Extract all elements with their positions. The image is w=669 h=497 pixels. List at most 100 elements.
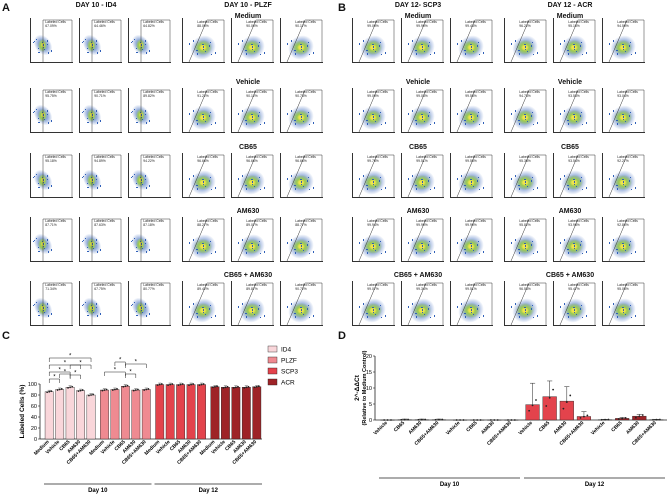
event-dot [430,188,432,190]
event-dot [635,122,637,124]
event-dot [215,187,217,189]
event-dot [141,119,143,121]
flow-plot: Labeled Cells 95.05% [602,281,645,326]
event-dot [202,43,204,45]
event-dot [586,52,588,54]
event-dot [36,109,38,111]
replicate-point [489,419,492,421]
event-dot [510,306,512,308]
event-dot [85,238,87,240]
flow-plot: Labeled Cells 89.87% [231,281,274,326]
event-dot [237,113,239,115]
event-dot [136,121,138,123]
event-dot [87,51,89,53]
event-dot [131,42,133,44]
event-dot [196,53,198,55]
gate-percentage: 67.75% [94,287,106,292]
event-dot [586,121,588,123]
event-dot [209,241,211,243]
replicate-point [513,419,516,421]
event-dot [145,175,147,177]
event-dot [36,38,38,40]
event-dot [532,124,534,126]
event-dot [471,184,473,186]
event-dot [363,175,365,177]
gate-label: Labeled Cells 99.51% [416,155,437,163]
category-label: CB65 [393,420,406,433]
cell-population [417,242,427,250]
event-dot [287,242,289,244]
condition-label: Medium [404,13,432,20]
event-dot [300,242,302,244]
gate-label: Labeled Cells 93.98% [568,219,589,227]
event-dot [82,305,84,307]
gate-name: Labeled Cells [568,20,589,25]
event-dot [616,119,618,121]
event-dot [252,182,254,184]
condition-label: Vehicle [235,79,261,86]
event-dot [210,124,212,126]
event-dot [564,40,566,42]
event-dot [38,186,40,188]
event-dot [524,306,526,308]
event-dot [629,42,631,44]
event-dot [434,251,436,253]
y-axis-label-secondary: (Relative to Medium Control) [362,350,368,425]
gate-name: Labeled Cells [45,90,66,95]
event-dot [202,242,204,244]
gate-name: Labeled Cells [568,219,589,224]
event-dot [623,180,625,182]
gate-percentage: 87.18% [143,223,155,228]
gate-label: Labeled Cells 89.42% [197,283,218,291]
event-dot [189,43,191,45]
event-dot [259,253,261,255]
event-dot [580,241,582,243]
replicate-point [56,389,59,391]
event-dot [407,242,409,244]
event-dot [300,43,302,45]
event-dot [373,248,375,250]
event-dot [613,40,615,42]
event-dot [148,185,150,187]
event-dot [148,185,150,187]
gate-percentage: 99.99% [416,223,428,228]
event-dot [197,252,199,254]
significance-star: * [64,370,67,376]
event-dot [525,246,527,248]
event-dot [574,308,576,310]
event-dot [85,109,87,111]
event-dot [531,305,533,307]
event-dot [533,188,535,190]
event-dot [622,178,624,180]
cell-population [569,306,579,314]
event-dot [92,184,94,186]
event-dot [616,53,618,55]
event-dot [366,188,368,190]
event-dot [358,43,360,45]
gate-outline [42,154,73,197]
gate-percentage: 99.55% [465,94,477,99]
event-dot [415,312,417,314]
event-dot [471,244,473,246]
event-dot [259,317,261,319]
event-dot [635,314,637,316]
event-dot [210,317,212,319]
event-dot [616,188,618,190]
event-dot [477,241,479,243]
event-dot [301,184,303,186]
gate-name: Labeled Cells [94,283,115,288]
event-dot [259,124,261,126]
gate-percentage: 89.87% [246,287,258,292]
event-dot [582,53,584,55]
gate-percentage: 99.07% [367,287,379,292]
event-dot [415,123,417,125]
event-dot [568,316,570,318]
event-dot [209,244,211,246]
event-dot [471,312,473,314]
event-dot [575,186,577,188]
event-dot [483,314,485,316]
gate-percentage: 95.05% [617,287,629,292]
event-dot [286,113,288,115]
event-dot [580,42,582,44]
gate-label: Labeled Cells 99.55% [465,155,486,163]
